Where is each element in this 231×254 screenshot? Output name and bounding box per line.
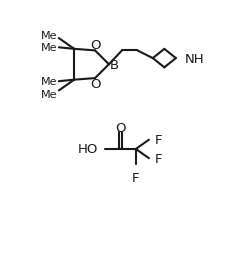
Text: B: B (109, 58, 118, 71)
Text: Me: Me (41, 89, 57, 99)
Text: Me: Me (41, 43, 57, 53)
Text: Me: Me (41, 31, 57, 41)
Text: F: F (131, 171, 139, 184)
Text: O: O (89, 78, 100, 91)
Text: Me: Me (41, 77, 57, 87)
Text: HO: HO (77, 143, 98, 156)
Text: O: O (89, 39, 100, 52)
Text: O: O (115, 121, 125, 134)
Text: NH: NH (184, 52, 203, 65)
Text: F: F (154, 152, 161, 165)
Text: F: F (154, 134, 161, 147)
